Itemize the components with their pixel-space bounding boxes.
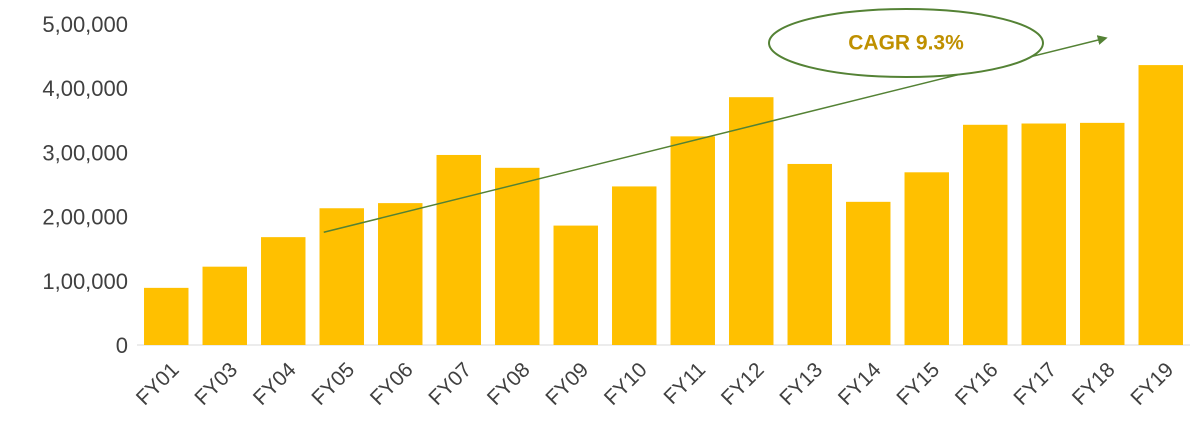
bar-fy18 — [1080, 122, 1125, 345]
bar-fy14 — [846, 201, 891, 345]
bar-fy08 — [495, 167, 540, 345]
y-tick-label: 5,00,000 — [42, 12, 128, 37]
x-tick-label: FY08 — [483, 358, 535, 410]
bar-fy15 — [904, 172, 949, 345]
y-tick-label: 3,00,000 — [42, 140, 128, 165]
x-tick-label: FY07 — [424, 358, 476, 410]
y-tick-label: 4,00,000 — [42, 76, 128, 101]
x-tick-label: FY17 — [1009, 358, 1061, 410]
cagr-annotation: CAGR 9.3% — [323, 8, 1108, 233]
x-tick-label: FY03 — [190, 358, 242, 410]
bar-fy16 — [963, 124, 1008, 345]
x-tick-label: FY05 — [307, 358, 359, 410]
bar-fy09 — [553, 225, 598, 345]
bar-fy03 — [202, 266, 247, 345]
x-tick-label: FY06 — [366, 358, 418, 410]
bars — [144, 65, 1183, 345]
x-tick-label: FY09 — [541, 358, 593, 410]
bar-fy06 — [378, 203, 423, 345]
cagr-label: CAGR 9.3% — [848, 32, 964, 55]
y-tick-label: 1,00,000 — [42, 269, 128, 294]
bar-fy17 — [1021, 123, 1066, 345]
x-tick-label: FY01 — [132, 358, 184, 410]
bar-fy05 — [319, 208, 364, 345]
x-tick-label: FY16 — [951, 358, 1003, 410]
bar-fy11 — [670, 136, 715, 345]
bar-fy19 — [1138, 65, 1183, 345]
bar-fy13 — [787, 163, 832, 345]
x-tick-label: FY15 — [892, 358, 944, 410]
x-tick-label: FY18 — [1068, 358, 1120, 410]
x-tick-label: FY12 — [717, 358, 769, 410]
bar-fy10 — [612, 186, 657, 345]
y-tick-label: 2,00,000 — [42, 205, 128, 230]
y-tick-label: 0 — [116, 333, 128, 358]
x-tick-label: FY11 — [660, 358, 711, 409]
x-tick-label: FY10 — [600, 358, 652, 410]
bar-fy04 — [261, 237, 306, 345]
bar-fy07 — [436, 154, 481, 345]
bar-fy12 — [729, 97, 774, 345]
bar-fy01 — [144, 287, 189, 345]
x-tick-label: FY14 — [834, 358, 886, 410]
x-tick-label: FY19 — [1126, 358, 1178, 410]
x-tick-label: FY13 — [775, 358, 827, 410]
x-axis-ticks: FY01 FY03 FY04 FY05 FY06 FY07 FY08 FY09 FY10 FY11… — [132, 358, 1178, 410]
x-tick-label: FY04 — [249, 358, 301, 410]
cagr-ellipse — [768, 8, 1044, 78]
y-axis-ticks: 0 1,00,000 2,00,000 3,00,000 4,00,000 5,00,00… — [42, 12, 128, 358]
